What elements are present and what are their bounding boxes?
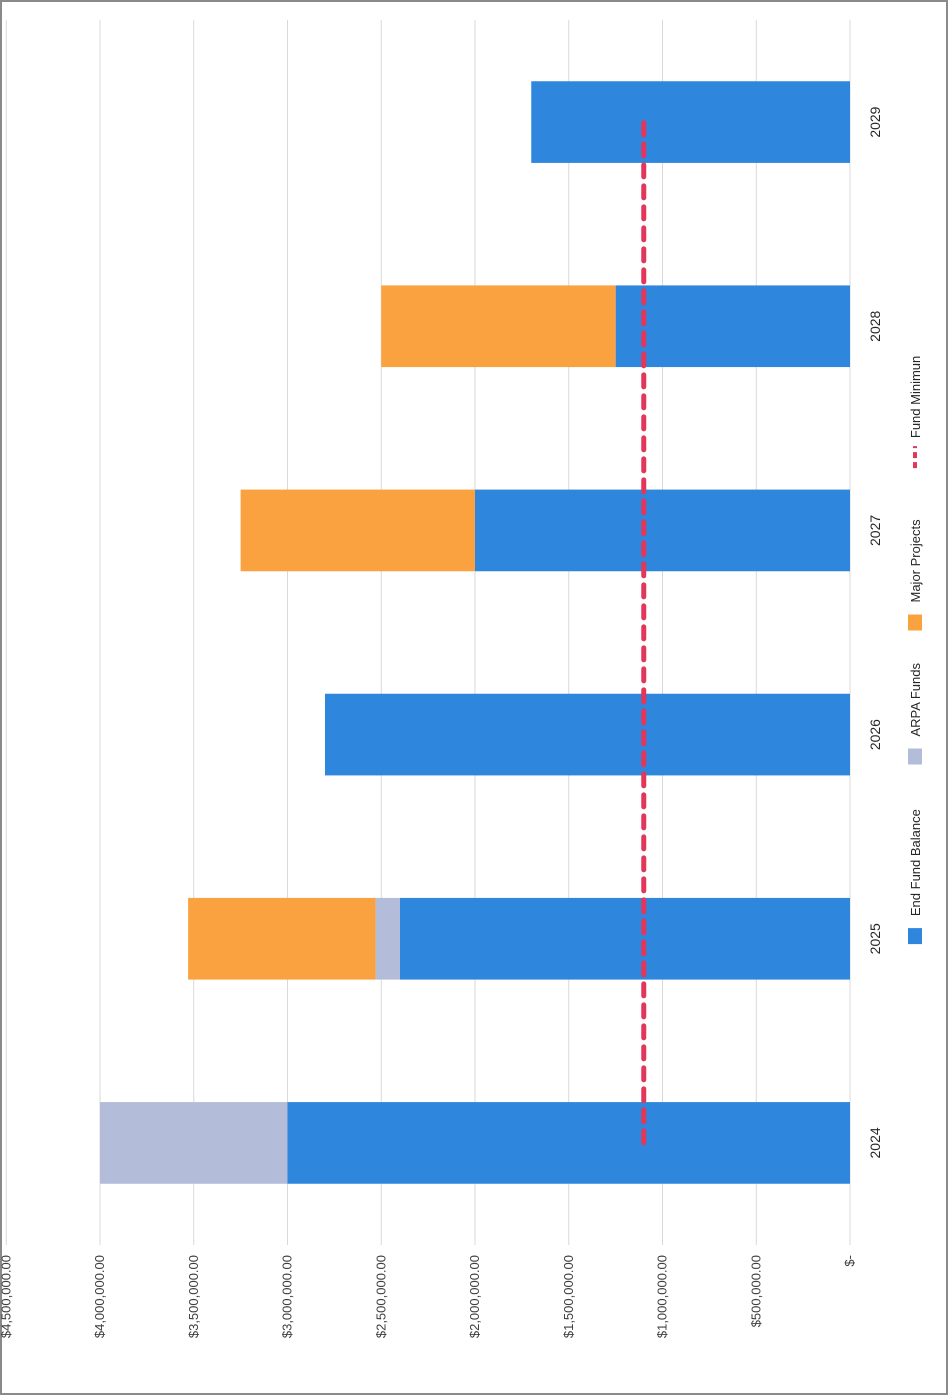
value-tick-label: $500,000.00	[748, 1255, 763, 1327]
bar-arpa-funds-2025	[375, 897, 400, 980]
legend-swatch-arpa-funds	[908, 748, 922, 765]
bar-end-fund-balance-2024	[287, 1102, 850, 1184]
value-axis-ticks: $- $500,000.00 $1,000,000.00 $1,500,000.00 $…	[0, 1255, 857, 1338]
value-tick-label: $2,000,000.00	[467, 1255, 482, 1338]
bar-end-fund-balance-2027	[475, 489, 850, 572]
value-tick-label: $3,500,000.00	[186, 1255, 201, 1338]
legend-label-major-projects: Major Projects	[908, 519, 923, 603]
category-axis-labels: 2024 2025 2026 2027 2028 2029	[867, 106, 883, 1158]
category-label: 2024	[867, 1127, 883, 1158]
gridlines	[5, 20, 851, 1245]
category-label: 2028	[867, 310, 883, 341]
value-tick-label: $3,000,000.00	[280, 1255, 295, 1338]
legend-label-arpa-funds: ARPA Funds	[908, 663, 923, 737]
bar-major-projects-2028	[381, 285, 616, 368]
legend-swatch-end-fund-balance	[908, 928, 922, 945]
value-tick-label: $-	[842, 1255, 857, 1267]
category-label: 2027	[867, 515, 883, 546]
bars-group	[100, 81, 850, 1184]
category-label: 2025	[867, 923, 883, 954]
bar-major-projects-2025	[188, 897, 376, 980]
category-label: 2026	[867, 719, 883, 750]
bar-end-fund-balance-2025	[400, 897, 850, 980]
legend-label-fund-minimun: Fund Minimun	[908, 356, 923, 438]
bar-end-fund-balance-2029	[531, 81, 850, 163]
bar-end-fund-balance-2026	[325, 693, 850, 776]
bar-major-projects-2027	[240, 489, 475, 572]
value-tick-label: $4,000,000.00	[92, 1255, 107, 1338]
value-tick-label: $4,500,000.00	[0, 1255, 13, 1338]
legend-swatch-major-projects	[908, 614, 922, 631]
legend: End Fund Balance ARPA Funds Major Projects…	[908, 356, 923, 945]
category-label: 2029	[867, 106, 883, 137]
value-tick-label: $1,500,000.00	[561, 1255, 576, 1338]
value-tick-label: $2,500,000.00	[373, 1255, 388, 1338]
bar-arpa-funds-2024	[100, 1102, 288, 1184]
legend-label-end-fund-balance: End Fund Balance	[908, 809, 923, 916]
bar-end-fund-balance-2028	[615, 285, 850, 368]
value-tick-label: $1,000,000.00	[655, 1255, 670, 1338]
